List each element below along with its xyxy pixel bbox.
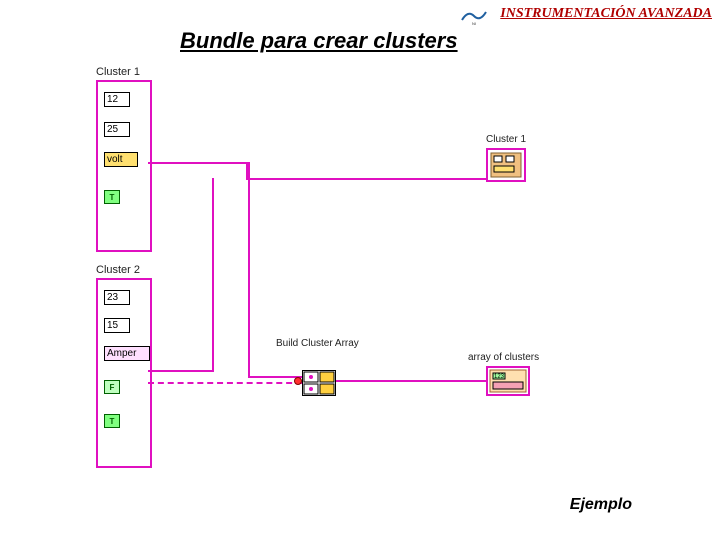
array-indicator: 123 [486,366,530,396]
page-title: Bundle para crear clusters [180,28,458,54]
header-brand: INSTRUMENTACIÓN AVANZADA [500,6,712,22]
c2-field-0: 23 [104,290,130,305]
c1-field-2: volt [104,152,138,167]
array-indicator-label: array of clusters [468,352,539,363]
coercion-dot-icon [294,377,302,385]
wire [248,162,250,378]
wire [148,370,214,372]
c2-field-1: 15 [104,318,130,333]
build-array-node [302,370,336,396]
cluster1-indicator-label: Cluster 1 [486,134,526,145]
block-diagram: Cluster 1 12 25 volt T Cluster 2 23 15 A… [86,70,626,470]
c2-bool-1-val: T [110,417,115,426]
c2-field-2: Amper [104,346,150,361]
wire [148,162,248,164]
c1-field-0: 12 [104,92,130,107]
cluster2-box: 23 15 Amper F T [96,278,152,468]
logo-icon: NI [460,6,488,26]
c2-bool-1: T [104,414,120,428]
cluster1-indicator [486,148,526,182]
c1-field-1: 25 [104,122,130,137]
c1-bool-0-val: T [110,193,115,202]
cluster1-box: 12 25 volt T [96,80,152,252]
c2-bool-0-val: F [110,383,115,392]
c2-bool-0: F [104,380,120,394]
c1-bool-0: T [104,190,120,204]
wire [148,382,302,384]
wire [334,380,486,382]
svg-text:123: 123 [494,374,505,380]
cluster2-label: Cluster 2 [96,264,140,276]
wire [246,178,486,180]
wire [212,178,214,370]
ejemplo-label: Ejemplo [570,496,632,514]
svg-text:NI: NI [472,21,476,26]
build-array-label: Build Cluster Array [276,338,359,349]
cluster1-label: Cluster 1 [96,66,140,78]
